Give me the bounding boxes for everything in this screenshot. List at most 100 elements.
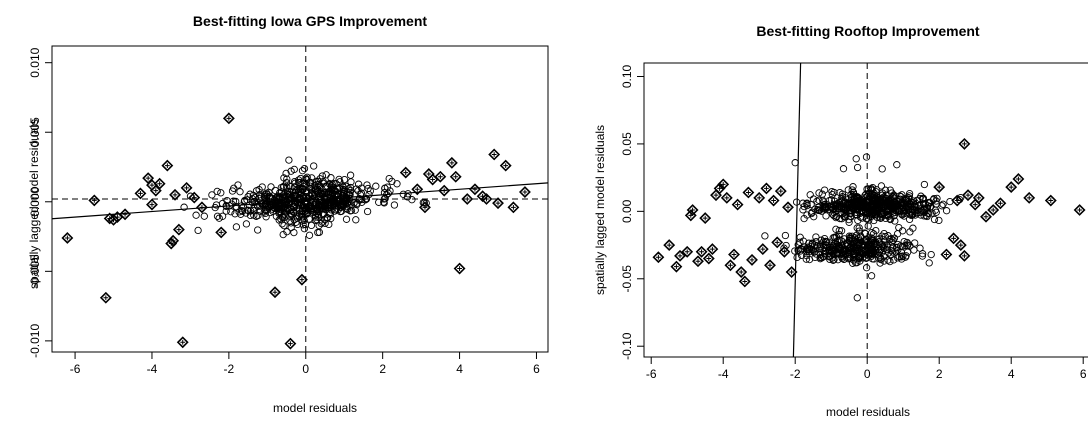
data-point bbox=[837, 244, 845, 253]
data-point bbox=[200, 212, 208, 220]
highlight-cross bbox=[495, 200, 501, 206]
highlight-cross bbox=[954, 198, 960, 203]
data-point bbox=[911, 239, 919, 247]
highlight-diamond bbox=[488, 148, 501, 161]
data-point bbox=[793, 253, 801, 262]
data-point bbox=[307, 204, 315, 213]
highlighted-point bbox=[222, 112, 235, 125]
data-point bbox=[212, 201, 221, 209]
chart-title: Best-fitting Rooftop Improvement bbox=[756, 23, 980, 39]
highlight-diamond bbox=[774, 185, 787, 198]
data-point bbox=[791, 247, 799, 255]
data-point bbox=[251, 193, 260, 202]
highlighted-point bbox=[962, 189, 974, 202]
highlight-cross bbox=[457, 266, 462, 271]
highlight-diamond bbox=[149, 184, 162, 197]
highlight-diamond bbox=[134, 187, 147, 200]
data-point bbox=[921, 199, 929, 208]
data-point bbox=[835, 199, 844, 207]
highlight-cross bbox=[403, 170, 409, 175]
data-point bbox=[218, 212, 227, 220]
ref-lines bbox=[792, 62, 868, 358]
data-point bbox=[286, 217, 294, 225]
data-point bbox=[822, 247, 830, 255]
highlight-diamond bbox=[663, 239, 676, 251]
data-point bbox=[242, 209, 250, 217]
data-point bbox=[809, 247, 817, 255]
data-point bbox=[322, 171, 330, 179]
highlighted-point bbox=[295, 273, 308, 286]
data-point bbox=[393, 180, 401, 188]
data-point bbox=[858, 214, 866, 222]
data-point bbox=[244, 207, 253, 215]
data-point bbox=[328, 189, 337, 197]
highlighted-point bbox=[958, 249, 971, 262]
highlight-diamond bbox=[165, 237, 178, 250]
highlight-cross bbox=[422, 204, 428, 210]
data-point bbox=[859, 203, 868, 211]
x-tick-label: 0 bbox=[302, 362, 309, 376]
highlighted-point bbox=[61, 232, 74, 244]
data-point bbox=[892, 248, 900, 256]
highlight-diamond bbox=[411, 183, 424, 196]
data-point bbox=[893, 161, 901, 169]
data-point bbox=[906, 228, 914, 236]
data-point bbox=[839, 165, 848, 173]
data-point bbox=[805, 255, 814, 264]
highlight-cross bbox=[1016, 176, 1021, 182]
data-point bbox=[258, 200, 267, 209]
data-point bbox=[282, 169, 290, 178]
highlighted-point bbox=[717, 178, 730, 191]
data-point bbox=[840, 209, 848, 217]
highlight-diamond bbox=[767, 194, 780, 207]
data-point bbox=[404, 190, 412, 198]
highlight-cross bbox=[464, 196, 470, 202]
data-point bbox=[381, 194, 389, 203]
highlight-diamond bbox=[681, 245, 694, 258]
data-point bbox=[885, 196, 893, 204]
data-point bbox=[812, 233, 820, 241]
highlighted-point bbox=[969, 198, 982, 211]
data-point bbox=[925, 259, 933, 267]
data-point bbox=[242, 220, 251, 228]
highlight-diamond bbox=[499, 159, 512, 172]
highlighted-point bbox=[760, 182, 773, 195]
data-point bbox=[876, 253, 884, 261]
highlighted-point bbox=[972, 191, 985, 204]
data-point bbox=[293, 214, 302, 222]
highlight-cross bbox=[437, 174, 443, 180]
highlight-cross bbox=[122, 211, 128, 217]
highlight-diamond bbox=[706, 243, 719, 256]
data-point bbox=[863, 185, 871, 193]
data-point bbox=[846, 254, 855, 262]
highlighted-point bbox=[445, 156, 458, 169]
data-point bbox=[862, 153, 871, 161]
highlighted-point bbox=[1044, 194, 1057, 207]
data-point bbox=[342, 196, 350, 205]
x-tick-label: -4 bbox=[147, 362, 158, 376]
highlight-cross bbox=[951, 235, 956, 241]
highlight-diamond bbox=[746, 253, 758, 266]
data-point bbox=[844, 200, 853, 209]
highlight-cross bbox=[145, 175, 151, 181]
data-point bbox=[309, 208, 317, 217]
highlight-diamond bbox=[222, 112, 235, 125]
data-point bbox=[273, 195, 281, 204]
highlighted-point bbox=[518, 186, 531, 198]
data-point bbox=[306, 201, 314, 210]
highlighted-point bbox=[176, 336, 189, 349]
y-ticks: -0.10 -0.05 0.00 0.05 0.10 bbox=[620, 64, 644, 360]
data-point bbox=[347, 178, 355, 186]
data-point bbox=[252, 212, 260, 220]
data-point bbox=[853, 193, 861, 201]
data-point bbox=[852, 203, 861, 211]
data-point bbox=[298, 185, 306, 193]
data-point bbox=[880, 252, 888, 261]
data-point bbox=[300, 225, 309, 233]
data-point bbox=[935, 216, 943, 225]
data-point bbox=[847, 234, 856, 243]
data-point bbox=[862, 264, 871, 272]
highlighted-point bbox=[731, 198, 744, 211]
data-point bbox=[894, 240, 902, 249]
